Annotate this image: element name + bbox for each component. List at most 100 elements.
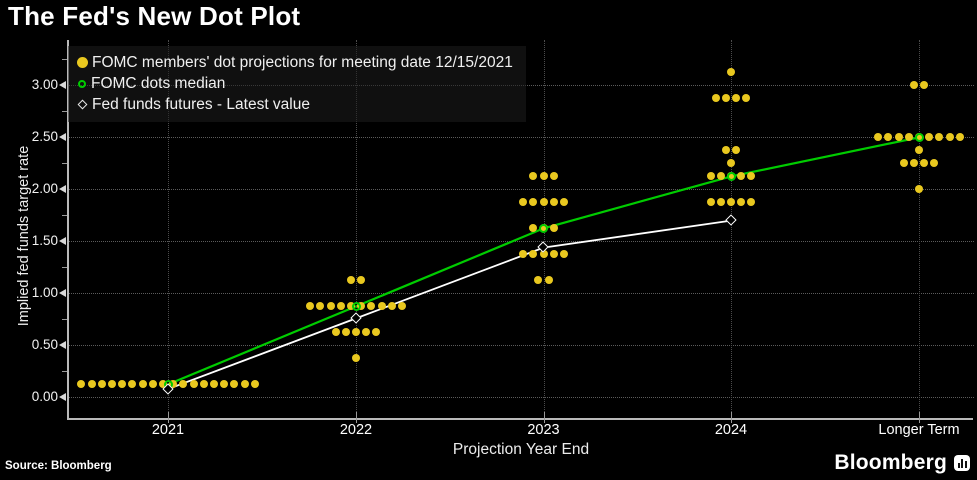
bloomberg-wordmark: Bloomberg — [834, 451, 947, 474]
fomc-member-dot — [189, 380, 198, 389]
fomc-member-dot — [346, 276, 355, 285]
fomc-member-dot — [77, 380, 86, 389]
fomc-member-dot — [925, 133, 934, 142]
y-tick-arrow-icon — [59, 289, 66, 298]
fomc-member-dot — [955, 133, 964, 142]
y-minor-tick — [62, 215, 67, 217]
x-axis-line — [67, 418, 973, 420]
fomc-member-dot — [737, 198, 746, 207]
legend-label: Fed funds futures - Latest value — [92, 95, 310, 113]
x-axis-title: Projection Year End — [452, 441, 590, 458]
median-marker — [351, 301, 361, 311]
bloomberg-logo: Bloomberg — [834, 451, 970, 475]
source-note: Source: Bloomberg — [5, 460, 112, 472]
fomc-member-dot — [107, 380, 116, 389]
fomc-member-dot — [519, 198, 528, 207]
y-tick-arrow-icon — [59, 185, 66, 194]
fomc-member-dot — [559, 250, 568, 259]
fomc-member-dot — [341, 328, 350, 337]
fomc-member-dot — [529, 198, 538, 207]
fomc-member-dot — [894, 133, 903, 142]
legend-label: FOMC members' dot projections for meetin… — [92, 53, 513, 71]
fomc-member-dot — [930, 159, 939, 168]
x-tick-label: 2022 — [339, 422, 373, 438]
fomc-member-dot — [179, 380, 188, 389]
fomc-member-dot — [316, 302, 325, 311]
fomc-member-dot — [904, 133, 913, 142]
fomc-member-dot — [367, 302, 376, 311]
fomc-member-dot — [559, 198, 568, 207]
chart-title: The Fed's New Dot Plot — [8, 1, 301, 31]
fomc-member-dot — [747, 172, 756, 181]
fomc-member-dot — [372, 328, 381, 337]
fomc-member-dot — [240, 380, 249, 389]
fomc-member-dot — [362, 328, 371, 337]
fomc-member-dot — [544, 276, 553, 285]
fomc-member-dot — [352, 354, 360, 363]
fomc-member-dot — [727, 159, 735, 168]
fomc-member-dot — [336, 302, 345, 311]
fomc-member-dot — [716, 198, 725, 207]
y-axis-line — [67, 40, 69, 419]
fomc-member-dot — [549, 250, 558, 259]
legend-label: FOMC dots median — [91, 74, 226, 92]
fomc-member-dot — [909, 81, 918, 90]
green-circle-icon — [78, 79, 86, 88]
fomc-member-dot — [737, 172, 746, 181]
x-tick — [731, 412, 732, 423]
h-gridline — [68, 189, 974, 191]
fomc-member-dot — [549, 224, 558, 233]
futures-line — [167, 219, 732, 390]
fomc-member-dot — [884, 133, 893, 142]
fomc-member-dot — [387, 302, 396, 311]
v-gridline — [919, 40, 920, 418]
fomc-member-dot — [915, 146, 923, 155]
median-marker — [726, 171, 736, 181]
fomc-member-dot — [899, 159, 908, 168]
fomc-member-dot — [915, 185, 923, 194]
fomc-member-dot — [118, 380, 127, 389]
x-tick-label: 2021 — [151, 422, 185, 438]
fomc-member-dot — [87, 380, 96, 389]
y-minor-tick — [62, 163, 67, 165]
fomc-member-dot — [935, 133, 944, 142]
fomc-member-dot — [352, 328, 360, 337]
x-tick — [543, 412, 545, 423]
fomc-member-dot — [747, 198, 756, 207]
white-diamond-icon — [77, 99, 88, 110]
fomc-member-dot — [331, 328, 340, 337]
fomc-member-dot — [97, 380, 106, 389]
yellow-dot-icon — [77, 57, 88, 68]
x-tick-label: Longer Term — [878, 422, 960, 438]
fomc-member-dot — [920, 159, 929, 168]
fomc-member-dot — [711, 94, 720, 103]
x-tick — [168, 412, 169, 423]
y-minor-tick — [62, 371, 67, 373]
fomc-member-dot — [220, 380, 229, 389]
fomc-member-dot — [732, 146, 741, 155]
fomc-member-dot — [326, 302, 335, 311]
y-tick-label: 2.00 — [31, 181, 58, 197]
fomc-member-dot — [539, 172, 548, 181]
legend: FOMC members' dot projections for meetin… — [68, 46, 526, 122]
h-gridline — [68, 345, 974, 347]
fomc-member-dot — [357, 276, 366, 285]
fomc-member-dot — [128, 380, 137, 389]
fomc-member-dot — [529, 224, 538, 233]
fomc-member-dot — [148, 380, 157, 389]
fomc-member-dot — [721, 146, 730, 155]
fomc-member-dot — [529, 250, 538, 259]
y-tick-arrow-icon — [59, 393, 66, 402]
y-tick-label: 1.50 — [31, 233, 58, 249]
median-marker — [914, 132, 924, 142]
fomc-member-dot — [727, 68, 735, 77]
x-tick-label: 2023 — [527, 422, 560, 438]
fomc-member-dot — [158, 380, 167, 389]
fomc-member-dot — [138, 380, 147, 389]
fomc-member-dot — [519, 250, 528, 259]
y-tick-label: 1.00 — [31, 285, 58, 301]
legend-item-dots: FOMC members' dot projections for meetin… — [77, 53, 513, 72]
futures-marker — [724, 214, 737, 226]
h-gridline — [68, 137, 974, 139]
